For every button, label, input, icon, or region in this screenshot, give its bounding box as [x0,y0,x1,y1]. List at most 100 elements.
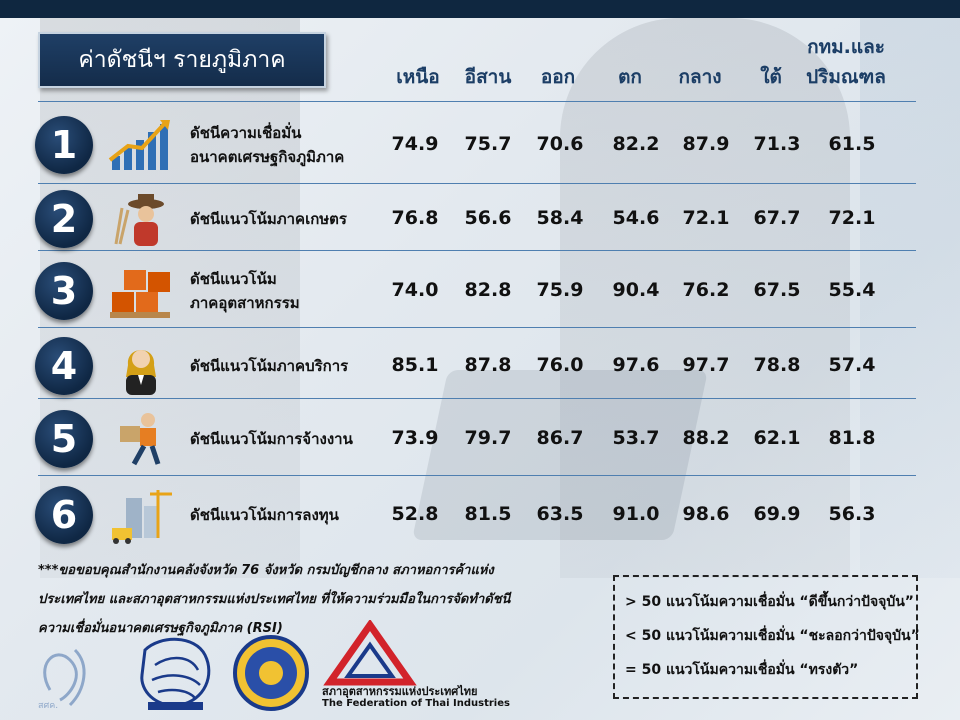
value-cell: 87.8 [464,353,512,376]
value-cell: 97.6 [612,353,660,376]
row-label-line: อนาคตเศรษฐกิจภูมิภาค [190,148,345,166]
value-cell: 81.8 [828,427,876,449]
waiter-icon [108,337,174,395]
acknowledgement-line: ***ขอขอบคุณสำนักงานคลังจังหวัด 76 จังหวั… [38,563,494,578]
value-cell: 57.4 [828,353,876,376]
fti-logo [323,620,417,686]
column-header-east: ออก [540,66,576,88]
value-cell: 75.9 [536,279,584,301]
divider [38,327,916,328]
value-cell: 97.7 [682,353,730,376]
background-panel [860,18,960,578]
divider [38,183,916,184]
value-cell: 70.6 [536,133,584,155]
value-cell: 56.6 [464,207,512,229]
page-title: ค่าดัชนีฯ รายภูมิภาค [38,32,326,88]
column-header-west: ตก [618,66,642,88]
divider [38,398,916,399]
row-label: ดัชนีแนวโน้มภาคบริการ [190,354,375,378]
value-cell: 73.9 [391,427,439,449]
value-cell: 67.5 [753,279,801,301]
value-cell: 90.4 [612,279,660,301]
value-cell: 74.0 [391,279,439,301]
value-cell: 74.9 [391,133,439,155]
fti-name-thai: สภาอุตสาหกรรมแห่งประเทศไทย [322,685,478,698]
value-cell: 76.0 [536,353,584,376]
boxes-icon [108,262,174,320]
legend-box: > 50 แนวโน้มความเชื่อมั่น “ดีขึ้นกว่าปัจ… [613,575,920,699]
value-cell: 82.2 [612,133,660,155]
value-cell: 55.4 [828,279,876,301]
acknowledgement-line: ประเทศไทย และสภาอุตสาหกรรมแห่งประเทศไทย … [38,592,511,607]
value-cell: 75.7 [464,133,512,155]
value-cell: 88.2 [682,427,730,449]
value-cell: 76.2 [682,279,730,301]
delivery-worker-icon [108,410,174,468]
value-cell: 52.8 [391,503,439,525]
value-cell: 79.7 [464,427,512,449]
row-number-badge: 5 [35,410,93,468]
value-cell: 71.3 [753,133,801,155]
value-cell: 62.1 [753,427,801,449]
chamber-of-commerce-logo [233,635,309,711]
growth-chart-icon [108,116,174,174]
value-cell: 69.9 [753,503,801,525]
column-header-north: เหนือ [396,66,440,88]
value-cell: 72.1 [828,207,876,229]
row-label: ดัชนีแนวโน้มภาคอุตสาหกรรม [190,267,375,315]
row-label-line: ภาคอุตสาหกรรม [190,294,300,312]
legend-below-50: < 50 แนวโน้มความเชื่อมั่น “ชะลอกว่าปัจจุ… [625,628,920,644]
acknowledgement-line: ความเชื่อมั่นอนาคตเศรษฐกิจภูมิภาค (RSI) [38,621,283,636]
value-cell: 58.4 [536,207,584,229]
row-label-line: ดัชนีแนวโน้มการจ้างงาน [190,430,353,448]
column-header-line: ปริมณฑล [806,66,886,88]
row-number-badge: 3 [35,262,93,320]
comptroller-general-logo [140,637,211,710]
legend-equal-50: = 50 แนวโน้มความเชื่อมั่น “ทรงตัว” [625,662,859,678]
row-label-line: ดัชนีแนวโน้มการลงทุน [190,506,339,524]
legend-above-50: > 50 แนวโน้มความเชื่อมั่น “ดีขึ้นกว่าปัจ… [625,594,915,610]
row-number-badge: 2 [35,190,93,248]
top-bar [0,0,960,18]
divider [38,101,916,102]
value-cell: 78.8 [753,353,801,376]
value-cell: 61.5 [828,133,876,155]
value-cell: 53.7 [612,427,660,449]
value-cell: 63.5 [536,503,584,525]
farmer-icon [108,190,174,248]
row-label: ดัชนีความเชื่อมั่นอนาคตเศรษฐกิจภูมิภาค [190,121,375,169]
divider [38,475,916,476]
row-label-line: ดัชนีแนวโน้ม [190,270,277,288]
value-cell: 85.1 [391,353,439,376]
construction-icon [108,486,174,544]
value-cell: 54.6 [612,207,660,229]
divider [38,250,916,251]
value-cell: 76.8 [391,207,439,229]
value-cell: 86.7 [536,427,584,449]
column-header-bangkok: กทม.และ ปริมณฑล [801,32,891,92]
row-number-badge: 1 [35,116,93,174]
background-figure [560,18,850,578]
row-label: ดัชนีแนวโน้มการลงทุน [190,503,375,527]
row-number-badge: 6 [35,486,93,544]
value-cell: 81.5 [464,503,512,525]
value-cell: 91.0 [612,503,660,525]
value-cell: 67.7 [753,207,801,229]
column-header-south: ใต้ [760,66,782,88]
row-label: ดัชนีแนวโน้มการจ้างงาน [190,427,375,451]
column-header-central: กลาง [678,66,722,88]
column-header-line: กทม.และ [807,36,885,58]
acknowledgement: ***ขอขอบคุณสำนักงานคลังจังหวัด 76 จังหวั… [38,556,538,643]
value-cell: 87.9 [682,133,730,155]
fti-name-english: The Federation of Thai Industries [322,698,510,709]
value-cell: 72.1 [682,207,730,229]
logos: สศค. [38,620,417,711]
row-label-line: ดัชนีแนวโน้มภาคบริการ [190,356,349,375]
row-label: ดัชนีแนวโน้มภาคเกษตร [190,207,375,231]
row-label-line: ดัชนีความเชื่อมั่น [190,124,302,142]
row-label-line: ดัชนีแนวโน้มภาคเกษตร [190,210,347,228]
spk-logo-label: สศค. [38,701,58,711]
value-cell: 98.6 [682,503,730,525]
column-header-northeast: อีสาน [464,66,512,88]
spk-logo: สศค. [38,648,86,711]
